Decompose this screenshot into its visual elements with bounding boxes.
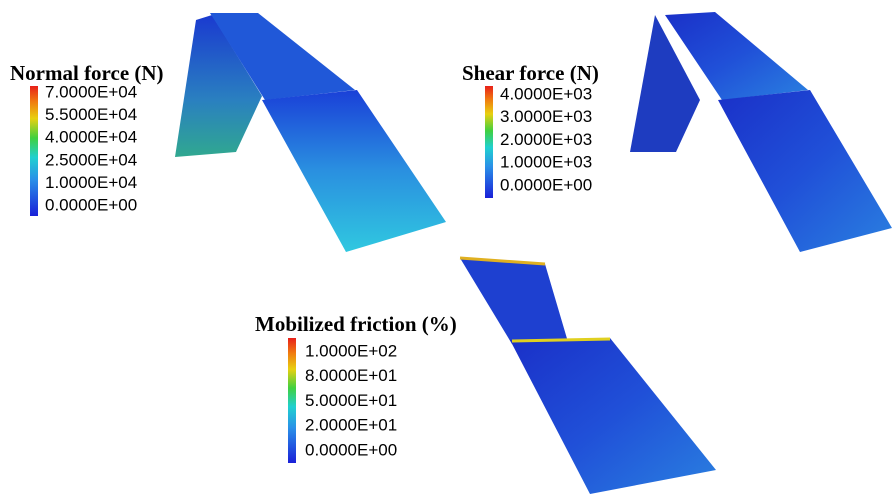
colorbar-label: 4.0000E+03 [500, 84, 592, 103]
panel-title: Shear force (N) [462, 61, 599, 85]
upper-plate [665, 12, 808, 100]
left-plate [175, 15, 262, 157]
colorbar-label: 0.0000E+00 [500, 175, 592, 194]
lower-plate [510, 338, 716, 494]
colorbar-label: 2.0000E+03 [500, 130, 592, 149]
colorbar-label: 2.0000E+01 [305, 416, 397, 435]
upper-plate [460, 258, 568, 344]
upper-plate [210, 13, 355, 100]
colorbar-label: 0.0000E+00 [45, 195, 137, 214]
colorbar-label: 5.0000E+01 [305, 391, 397, 410]
panel-title: Mobilized friction (%) [255, 312, 457, 336]
colorbar-label: 3.0000E+03 [500, 107, 592, 126]
edge-highlight [459, 256, 546, 266]
colorbar-label: 2.5000E+04 [45, 150, 137, 169]
colorbar [288, 338, 296, 463]
left-plate [630, 15, 700, 152]
colorbar [485, 86, 493, 198]
colorbar-label: 1.0000E+03 [500, 153, 592, 172]
lower-plate [718, 90, 892, 252]
colorbar-label: 7.0000E+04 [45, 82, 137, 101]
colorbar-labels: 7.0000E+04 5.5000E+04 4.0000E+04 2.5000E+04… [45, 82, 592, 459]
colorbar-label: 1.0000E+02 [305, 341, 397, 360]
colorbar-label: 1.0000E+04 [45, 173, 137, 192]
edge-highlight [511, 337, 611, 343]
colorbar [30, 86, 38, 216]
colorbar-label: 5.5000E+04 [45, 105, 137, 124]
colorbar-label: 0.0000E+00 [305, 440, 397, 459]
lower-plate [262, 90, 446, 252]
panel-title: Normal force (N) [10, 61, 164, 85]
colorbar-label: 8.0000E+01 [305, 366, 397, 385]
colorbar-label: 4.0000E+04 [45, 128, 137, 147]
